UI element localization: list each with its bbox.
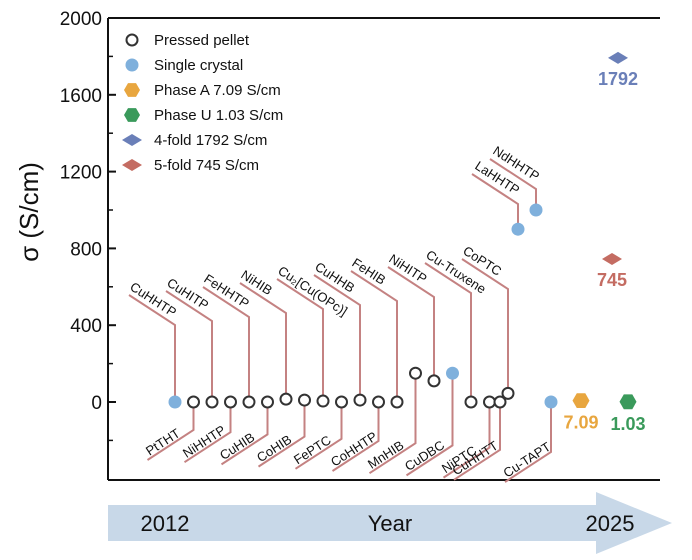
diamond-icon [122, 159, 142, 171]
axes: 0 400 800 1200 1600 2000 σ (S/cm) [14, 9, 660, 481]
leader-line [183, 407, 232, 464]
leader-line [368, 378, 417, 475]
leader-line [257, 405, 306, 468]
leader-line [504, 407, 552, 483]
pressed-pellet-point [224, 395, 237, 409]
special-value-label: 7.09 [563, 413, 598, 433]
timeline-arrow: 2012 Year 2025 [108, 492, 672, 554]
hexagon-icon [124, 83, 140, 97]
pressed-pellet-point [372, 395, 385, 409]
y-tick-label: 800 [70, 239, 102, 260]
legend-label: 4-fold 1792 S/cm [154, 132, 267, 149]
data-points [168, 203, 558, 409]
legend-label: Phase A 7.09 S/cm [154, 82, 281, 99]
leader-line [294, 407, 343, 470]
single-crystal-point [446, 366, 459, 380]
leader-line [442, 407, 491, 479]
leader-line [239, 282, 287, 394]
material-label: CuDBC [402, 437, 447, 474]
hexagon-marker [572, 393, 590, 408]
hexagon-icon [124, 108, 140, 122]
pressed-pellet-point [409, 366, 422, 380]
leader-line [165, 290, 213, 397]
pressed-pellet-point [501, 386, 515, 400]
leader-line [461, 258, 509, 388]
single-crystal-point [511, 222, 525, 236]
diamond-icon [122, 134, 142, 146]
timeline-arrow-shape [108, 492, 672, 554]
pressed-pellet-point [390, 395, 404, 409]
leader-lines: CuHHTPPtTHTCuHITPNiHHTPFeHHTPCuHIBNiHIBC… [127, 143, 553, 483]
y-axis-label: σ (S/cm) [14, 162, 44, 262]
pressed-pellet-point [261, 395, 274, 409]
leader-line [453, 407, 501, 481]
timeline-axis-label: Year [368, 511, 412, 536]
special-value-label: 1.03 [610, 414, 645, 434]
special-value-label: 745 [597, 270, 627, 290]
legend-label: Phase U 1.03 S/cm [154, 107, 283, 124]
leader-line [146, 407, 195, 461]
leader-line [220, 407, 269, 466]
leader-line [313, 274, 361, 395]
material-label: Cu-TAPT [500, 439, 553, 481]
y-tick-label: 1200 [60, 163, 102, 184]
pressed-pellet-point [205, 395, 219, 409]
special-points: 7.09 1.03 1792 745 [563, 51, 646, 434]
single-crystal-point [168, 395, 182, 409]
material-label: FePTC [291, 432, 334, 467]
single-crystal-point [544, 395, 558, 409]
leader-line [128, 294, 176, 397]
leader-line [387, 266, 435, 376]
open-circle-icon [125, 33, 139, 47]
leader-line [276, 278, 324, 396]
leader-line [489, 158, 537, 205]
leader-line [471, 173, 519, 224]
y-tick-label: 1600 [60, 86, 102, 107]
pressed-pellet-point [493, 395, 507, 409]
single-crystal-point [529, 203, 543, 217]
diamond-marker [602, 252, 622, 265]
legend-label: Single crystal [154, 57, 243, 74]
pressed-pellet-point [335, 395, 348, 409]
pressed-pellet-point [464, 395, 478, 409]
pressed-pellet-point [242, 395, 256, 409]
pressed-pellet-point [279, 392, 293, 406]
pressed-pellet-point [483, 395, 496, 409]
leader-line [405, 378, 454, 477]
timeline-end-label: 2025 [586, 511, 635, 536]
pressed-pellet-point [427, 374, 441, 388]
pressed-pellet-point [298, 393, 311, 407]
legend-label: 5-fold 745 S/cm [154, 157, 259, 174]
diamond-marker [608, 51, 628, 64]
hexagon-marker [619, 394, 637, 410]
y-tick-label: 400 [70, 316, 102, 337]
leader-line [202, 286, 250, 397]
pressed-pellet-point [316, 394, 330, 408]
y-tick-label: 2000 [60, 9, 102, 30]
pressed-pellet-point [353, 393, 367, 407]
filled-circle-icon [125, 58, 139, 72]
legend-label: Pressed pellet [154, 32, 250, 49]
leader-line [331, 407, 380, 472]
legend: Pressed pellet Single crystal Phase A 7.09… [122, 32, 283, 174]
y-tick-label: 0 [91, 393, 102, 414]
pressed-pellet-point [187, 395, 200, 409]
timeline-start-label: 2012 [141, 511, 190, 536]
special-value-label: 1792 [598, 69, 638, 89]
leader-line [424, 262, 472, 397]
leader-line [350, 270, 398, 397]
